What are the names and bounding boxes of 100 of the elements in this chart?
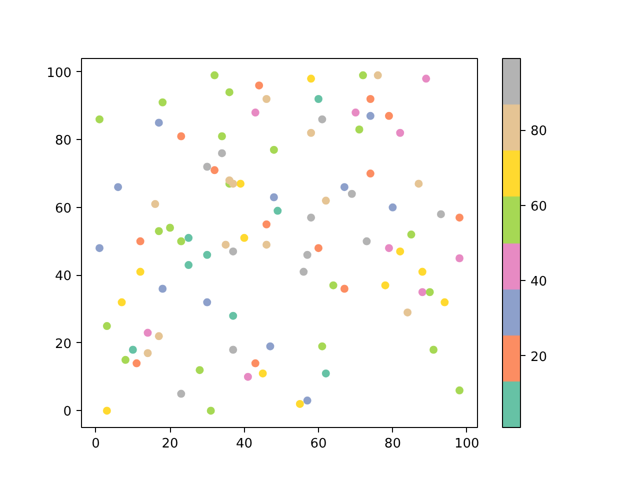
point: [210, 166, 219, 174]
point: [374, 71, 382, 80]
x-tick-label: 60: [310, 436, 327, 452]
point: [196, 366, 204, 374]
point: [144, 349, 152, 358]
point: [262, 220, 271, 228]
point: [144, 328, 152, 337]
point: [314, 244, 322, 252]
point: [251, 108, 260, 117]
point: [407, 230, 416, 239]
point: [384, 112, 393, 120]
point: [348, 190, 356, 198]
point: [136, 268, 144, 276]
point: [236, 180, 245, 188]
point: [218, 149, 226, 158]
point: [166, 224, 174, 232]
point: [151, 200, 160, 208]
point: [381, 281, 390, 290]
point: [307, 128, 316, 137]
point: [203, 162, 212, 171]
point: [102, 406, 111, 415]
point: [118, 298, 126, 306]
point: [203, 298, 212, 306]
point: [456, 254, 464, 262]
color-bar-label: 60: [530, 199, 548, 214]
point: [456, 214, 464, 222]
point: [366, 170, 374, 178]
point: [352, 108, 360, 117]
point: [414, 180, 423, 188]
point: [251, 359, 260, 368]
point: [396, 247, 404, 256]
point: [96, 244, 104, 252]
point: [218, 132, 226, 140]
point: [229, 346, 238, 354]
point: [102, 322, 111, 330]
point: [262, 240, 271, 249]
point: [136, 237, 144, 246]
point: [154, 227, 163, 236]
point: [203, 250, 212, 259]
point: [177, 390, 186, 398]
point: [184, 234, 193, 242]
point: [240, 234, 248, 242]
point: [121, 356, 130, 364]
point: [96, 115, 104, 124]
point: [177, 132, 186, 140]
color-bar-label: 20: [530, 350, 548, 365]
point: [303, 396, 312, 405]
point: [158, 284, 167, 293]
point: [225, 88, 234, 96]
point: [426, 288, 434, 296]
point: [266, 342, 274, 350]
point: [128, 346, 137, 354]
point: [262, 95, 271, 103]
point: [274, 206, 282, 215]
x-tick-label: 100: [454, 436, 480, 452]
point: [222, 240, 230, 249]
x-tick-label: 80: [384, 436, 401, 452]
point: [300, 268, 308, 276]
point: [318, 115, 326, 124]
y-tick-label: 20: [54, 336, 72, 352]
x-tick-label: 0: [92, 436, 100, 452]
point: [436, 210, 445, 218]
point: [362, 237, 371, 246]
point: [270, 193, 278, 202]
point: [154, 118, 163, 127]
point: [132, 359, 141, 368]
point: [314, 95, 322, 103]
point: [210, 71, 219, 80]
y-tick-label: 40: [54, 269, 72, 284]
point: [318, 342, 326, 350]
point: [355, 125, 364, 134]
point: [396, 128, 404, 137]
point: [322, 369, 330, 378]
point: [456, 386, 464, 394]
point: [184, 261, 193, 270]
point: [418, 288, 426, 296]
y-tick-label: 80: [54, 134, 72, 149]
point: [303, 250, 312, 259]
point: [329, 281, 338, 290]
point: [296, 400, 304, 408]
color-bar-label: 40: [530, 274, 548, 290]
point: [422, 74, 430, 83]
point: [307, 74, 316, 83]
point: [322, 196, 330, 205]
point: [366, 95, 374, 103]
color-bar-label: 80: [530, 124, 548, 140]
point: [359, 71, 368, 80]
point: [154, 332, 163, 340]
point: [244, 372, 252, 381]
point: [384, 244, 393, 252]
x-tick-label: 20: [162, 436, 178, 452]
point: [206, 406, 215, 415]
point: [114, 183, 122, 192]
point: [258, 369, 267, 378]
point: [177, 237, 186, 246]
point: [307, 214, 316, 222]
y-tick-label: 100: [46, 66, 72, 81]
point: [430, 346, 438, 354]
point: [229, 247, 238, 256]
y-tick-label: 0: [63, 404, 72, 420]
